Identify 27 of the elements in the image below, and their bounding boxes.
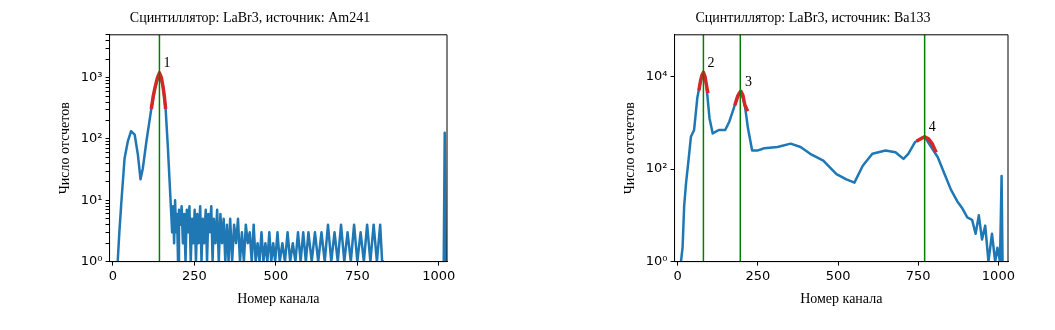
y-tick-label: 10⁰ — [645, 252, 668, 268]
x-tick-label: 1000 — [981, 267, 1015, 283]
x-tick-label: 1000 — [422, 267, 456, 283]
y-tick-label: 10⁰ — [80, 252, 103, 268]
y-tick-label: 10² — [80, 130, 103, 146]
annotation: 4 — [928, 119, 936, 135]
y-tick-label: 10² — [645, 160, 668, 176]
x-tick-label: 750 — [905, 267, 931, 283]
x-tick-label: 750 — [344, 267, 370, 283]
x-tick-label: 0 — [108, 267, 117, 283]
x-tick-label: 500 — [825, 267, 851, 283]
annotation: 3 — [744, 73, 752, 89]
x-tick-label: 250 — [181, 267, 207, 283]
annotation: 1 — [163, 55, 171, 71]
x-axis-title: Номер канала — [800, 291, 884, 307]
x-tick-label: 250 — [745, 267, 771, 283]
chart-title: Сцинтиллятор: LaBr3, источник: Am241 — [129, 10, 371, 26]
x-tick-label: 500 — [263, 267, 289, 283]
y-axis-title: Число отсчетов — [622, 101, 638, 195]
x-tick-label: 0 — [673, 267, 682, 283]
y-tick-label: 10¹ — [80, 191, 103, 207]
x-axis-title: Номер канала — [237, 291, 321, 307]
chart-title: Сцинтиллятор: LaBr3, источник: Ba133 — [695, 10, 931, 26]
y-axis-title: Число отсчетов — [57, 101, 73, 195]
y-tick-label: 10⁴ — [645, 67, 668, 83]
annotation: 2 — [707, 55, 715, 71]
y-tick-label: 10³ — [80, 69, 103, 85]
